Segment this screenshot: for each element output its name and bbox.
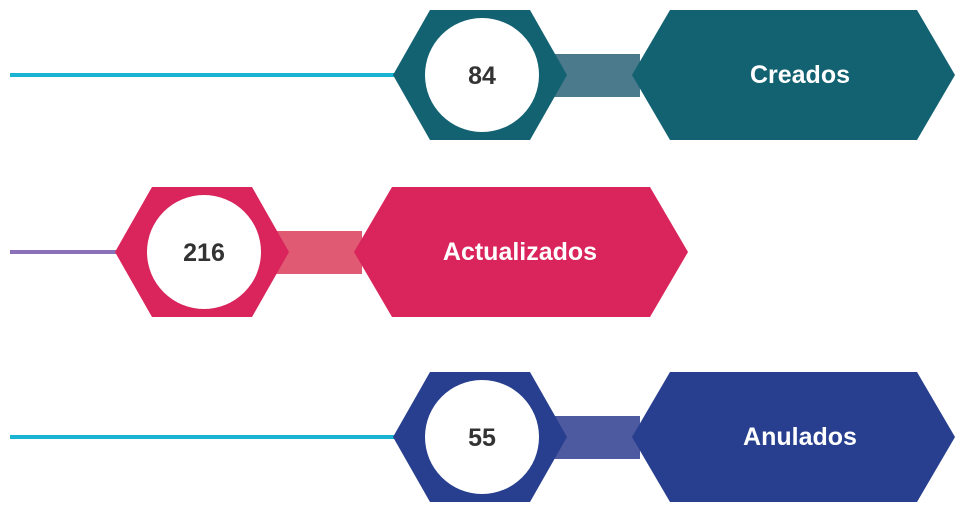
value-text: 84 (468, 62, 496, 90)
label-text: Anulados (743, 423, 857, 451)
value-text: 216 (183, 239, 225, 267)
value-circle (425, 18, 539, 132)
label-text: Creados (750, 61, 850, 89)
value-circle (147, 195, 261, 309)
label-hexagon (632, 372, 955, 502)
label-text: Actualizados (443, 238, 597, 266)
value-circle (425, 380, 539, 494)
label-hexagon (632, 10, 955, 140)
value-text: 55 (468, 424, 496, 452)
label-hexagon (354, 187, 688, 317)
